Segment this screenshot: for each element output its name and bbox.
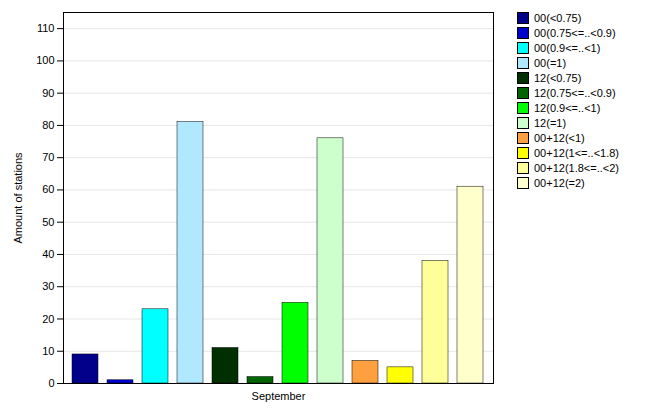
svg-text:40: 40 [42, 248, 54, 260]
html-text:00(0.9<=..<1): 00(0.9<=..<1) [534, 42, 601, 54]
html-text:00(0.75<=..<0.9): 00(0.75<=..<0.9) [534, 27, 616, 39]
html-text:00+12(<1): 00+12(<1) [534, 132, 585, 144]
svg-text:10: 10 [42, 345, 54, 357]
svg-text:20: 20 [42, 312, 54, 324]
html-text:00(=1): 00(=1) [534, 57, 567, 69]
html-text:00+12(1.8<=..<2): 00+12(1.8<=..<2) [534, 162, 619, 174]
html-text:00+12(1<=..<1.8): 00+12(1<=..<1.8) [534, 147, 619, 159]
html-text:12(<0.75): 12(<0.75) [534, 72, 582, 84]
html-text:12(=1): 12(=1) [534, 117, 567, 129]
svg-text:100: 100 [36, 54, 54, 66]
html-text:00+12(=2): 00+12(=2) [534, 177, 585, 189]
html-text:00(<0.75): 00(<0.75) [534, 12, 582, 24]
svg-text:80: 80 [42, 119, 54, 131]
svg-text:90: 90 [42, 87, 54, 99]
svg-text:0: 0 [48, 377, 54, 389]
svg-text:Amount of stations: Amount of stations [12, 152, 24, 244]
html-text:12(0.9<=..<1): 12(0.9<=..<1) [534, 102, 601, 114]
svg-text:110: 110 [37, 22, 55, 34]
svg-text:60: 60 [42, 183, 54, 195]
svg-text:70: 70 [42, 151, 54, 163]
svg-text:September: September [252, 390, 306, 402]
svg-text:30: 30 [42, 280, 54, 292]
html-text:12(0.75<=..<0.9): 12(0.75<=..<0.9) [534, 87, 616, 99]
svg-text:50: 50 [42, 216, 54, 228]
